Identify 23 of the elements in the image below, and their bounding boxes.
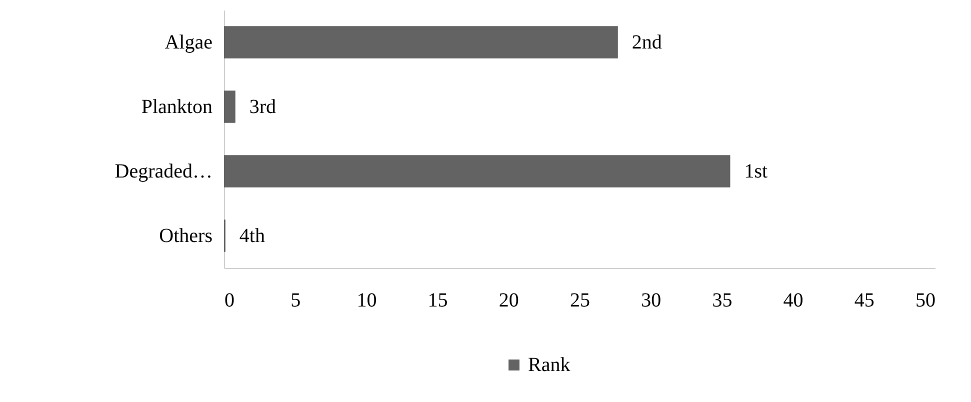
- annotation: 2nd: [632, 31, 662, 54]
- legend-label: Rank: [528, 354, 570, 376]
- annotation: 3rd: [249, 96, 276, 118]
- bar: [224, 90, 236, 123]
- x-tick-label: 40: [783, 290, 804, 312]
- annotation: 1st: [744, 160, 768, 182]
- x-tick-label: 35: [712, 290, 732, 312]
- x-tick-label: 10: [356, 290, 377, 312]
- x-tick-label: 25: [570, 290, 590, 312]
- annotation: 4th: [239, 224, 265, 247]
- y-tick-label: Algae: [164, 31, 213, 54]
- y-tick-label: Others: [159, 224, 213, 247]
- x-tick-label: 30: [641, 290, 662, 312]
- x-tick-label: 20: [498, 290, 519, 312]
- bar: [224, 26, 618, 58]
- x-tick-label: 50: [916, 290, 936, 312]
- bar: [224, 155, 730, 188]
- x-tick-label: 15: [428, 290, 448, 312]
- x-tick-label: 45: [854, 290, 874, 312]
- x-tick-label: 0: [224, 290, 234, 312]
- y-tick-label: Degraded…: [114, 160, 212, 182]
- y-tick-label: Plankton: [141, 96, 212, 118]
- x-tick-label: 5: [290, 290, 301, 312]
